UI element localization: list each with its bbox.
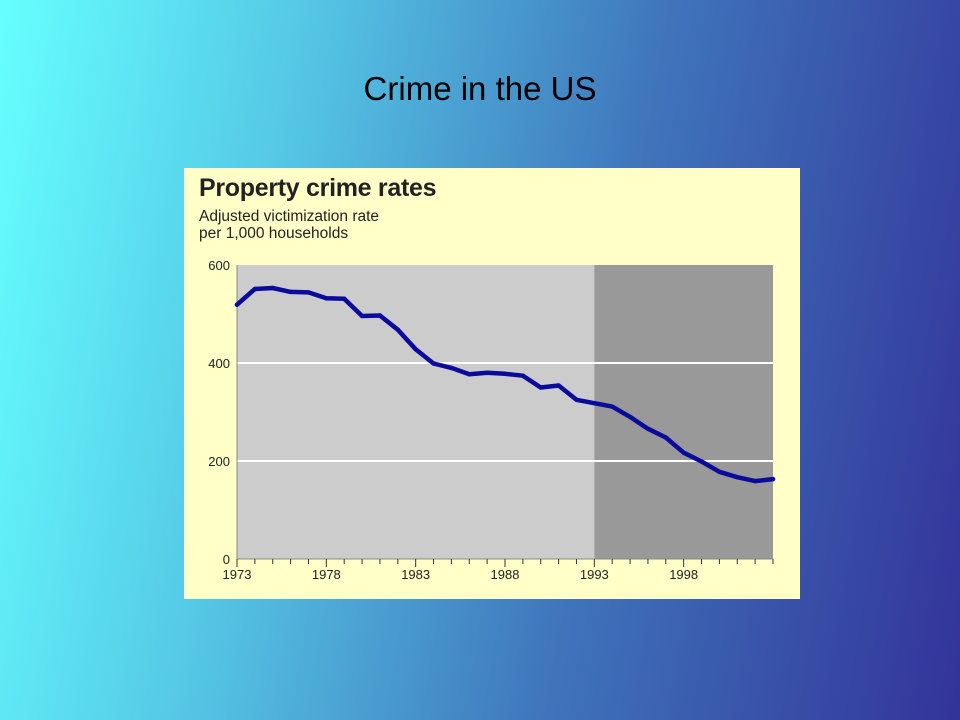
- data-point: [752, 478, 758, 484]
- data-point: [520, 373, 526, 378]
- data-point: [359, 313, 365, 319]
- line-chart: 0 200 400 600 1973 1978 1983 1988 1993 1998: [208, 258, 776, 582]
- data-point: [681, 450, 686, 455]
- data-point: [342, 296, 347, 302]
- data-point: [467, 372, 472, 377]
- data-point: [663, 435, 668, 440]
- chart-subtitle-line-1: Adjusted victimization rate: [199, 208, 380, 225]
- chart-title: Property crime rates: [199, 174, 437, 202]
- data-point: [324, 296, 329, 301]
- data-point: [770, 476, 776, 482]
- data-point: [431, 361, 436, 366]
- data-point: [306, 290, 311, 295]
- y-tick-label: 600: [208, 258, 230, 273]
- data-point: [252, 286, 258, 292]
- data-point: [270, 285, 275, 291]
- x-tick-label: 1978: [312, 567, 341, 582]
- y-tick-label: 200: [208, 454, 230, 469]
- data-point: [395, 327, 400, 332]
- data-point: [717, 469, 722, 474]
- x-tick-label: 1998: [669, 567, 698, 582]
- data-point: [627, 414, 633, 420]
- data-point: [592, 400, 597, 406]
- x-tick-label: 1973: [223, 567, 252, 582]
- chart-panel: Property crime rates Adjusted victimizat…: [184, 168, 800, 599]
- data-point: [538, 385, 543, 390]
- data-point: [484, 370, 490, 375]
- data-point: [449, 365, 454, 371]
- data-point: [645, 426, 651, 431]
- data-point: [556, 383, 561, 388]
- y-tick-label: 0: [223, 552, 230, 567]
- chart-subtitle-line-2: per 1,000 households: [199, 225, 349, 242]
- data-point: [288, 289, 293, 295]
- data-point: [234, 302, 240, 307]
- data-point: [699, 459, 704, 464]
- data-point: [502, 371, 508, 376]
- data-point: [610, 404, 615, 409]
- data-point: [574, 397, 579, 402]
- x-tick-label: 1988: [491, 567, 520, 582]
- x-tick-label: 1993: [580, 567, 609, 582]
- data-point: [735, 474, 740, 480]
- plot-background: [237, 265, 595, 559]
- chart-subtitle: Adjusted victimization rate per 1,000 ho…: [199, 208, 499, 242]
- x-tick-label: 1983: [401, 567, 430, 582]
- slide-title: Crime in the US: [363, 70, 597, 107]
- data-point: [377, 313, 383, 318]
- y-tick-label: 400: [208, 356, 230, 371]
- data-point: [413, 347, 418, 352]
